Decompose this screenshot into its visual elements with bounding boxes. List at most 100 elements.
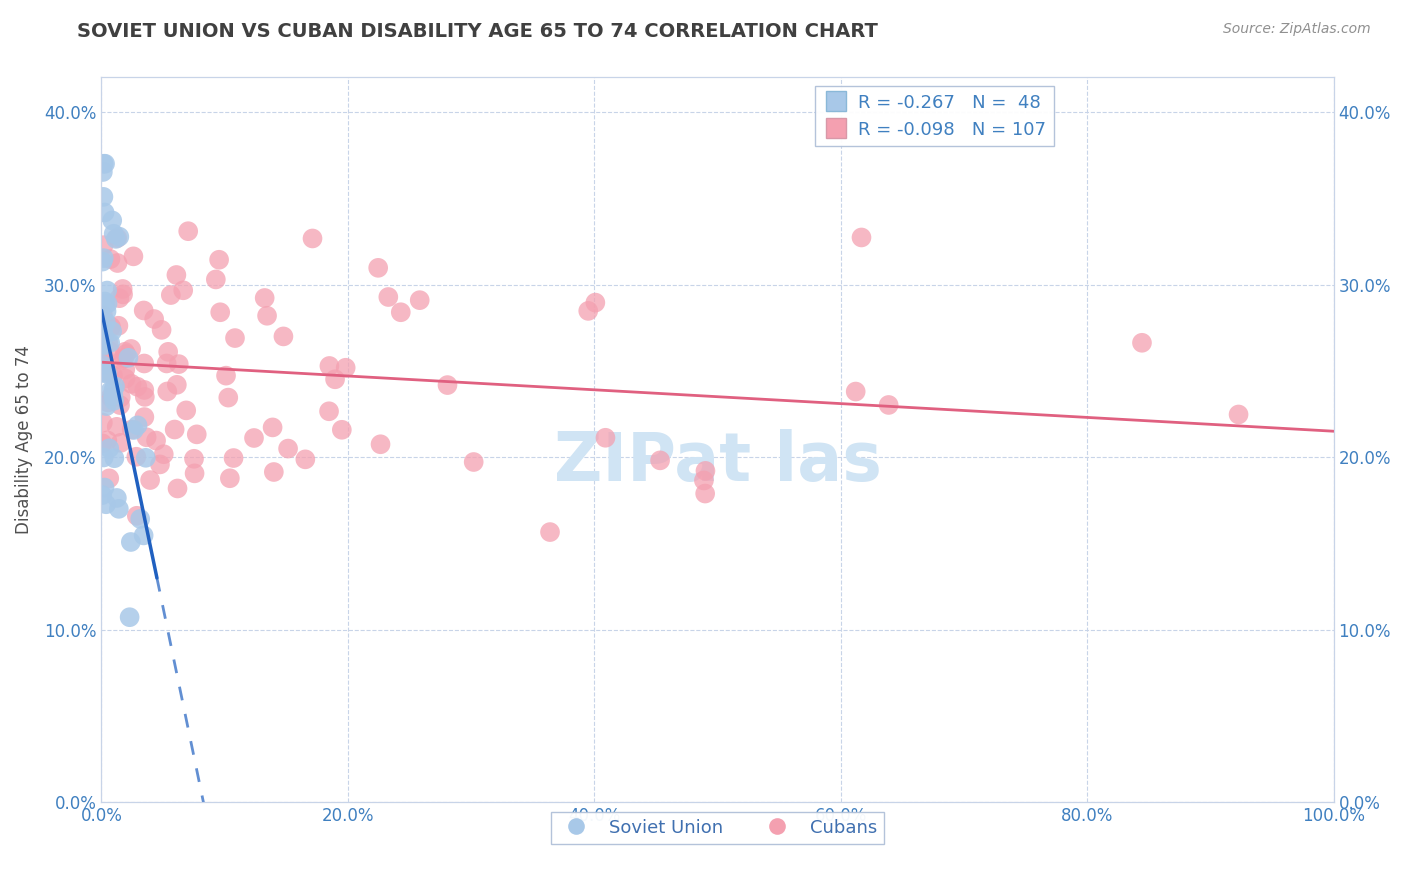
Point — [91, 358, 114, 372]
Point — [122, 423, 145, 437]
Point — [93, 157, 115, 171]
Point — [120, 535, 142, 549]
Point — [262, 420, 284, 434]
Point — [436, 378, 458, 392]
Point — [97, 395, 120, 409]
Point — [111, 352, 134, 367]
Point — [218, 471, 240, 485]
Point — [145, 434, 167, 448]
Point — [143, 312, 166, 326]
Point — [107, 256, 129, 270]
Legend: Soviet Union, Cubans: Soviet Union, Cubans — [551, 812, 884, 844]
Point — [134, 390, 156, 404]
Point — [107, 318, 129, 333]
Point — [323, 372, 346, 386]
Point — [94, 157, 117, 171]
Point — [91, 339, 114, 353]
Point — [134, 410, 156, 425]
Point — [110, 435, 132, 450]
Point — [157, 344, 180, 359]
Point — [101, 368, 124, 383]
Point — [121, 376, 143, 391]
Point — [97, 335, 120, 350]
Point — [91, 416, 114, 430]
Point — [100, 390, 122, 404]
Point — [91, 337, 114, 351]
Point — [139, 473, 162, 487]
Point — [693, 474, 716, 488]
Point — [93, 190, 115, 204]
Point — [100, 319, 122, 334]
Point — [166, 377, 188, 392]
Point — [125, 508, 148, 523]
Point — [108, 501, 131, 516]
Point — [877, 398, 900, 412]
Point — [96, 434, 118, 448]
Point — [93, 238, 115, 252]
Point — [112, 351, 135, 366]
Point — [156, 356, 179, 370]
Point — [94, 294, 117, 309]
Point — [172, 283, 194, 297]
Point — [94, 497, 117, 511]
Point — [253, 291, 276, 305]
Point — [114, 362, 136, 376]
Point — [538, 524, 561, 539]
Point — [93, 329, 115, 343]
Point — [367, 260, 389, 275]
Point — [1227, 408, 1250, 422]
Point — [91, 254, 114, 268]
Point — [120, 342, 142, 356]
Point — [215, 368, 238, 383]
Point — [105, 491, 128, 505]
Point — [595, 431, 617, 445]
Point — [150, 323, 173, 337]
Point — [91, 321, 114, 335]
Point — [463, 455, 485, 469]
Point — [263, 465, 285, 479]
Y-axis label: Disability Age 65 to 74: Disability Age 65 to 74 — [15, 345, 32, 534]
Point — [93, 251, 115, 265]
Point — [94, 315, 117, 329]
Point — [110, 390, 132, 404]
Point — [389, 305, 412, 319]
Point — [134, 357, 156, 371]
Point — [96, 367, 118, 381]
Point — [118, 610, 141, 624]
Point — [96, 296, 118, 310]
Point — [167, 357, 190, 371]
Point — [135, 450, 157, 465]
Point — [318, 359, 340, 373]
Point — [163, 423, 186, 437]
Point — [98, 335, 121, 350]
Point — [98, 442, 121, 456]
Point — [845, 384, 868, 399]
Point — [183, 451, 205, 466]
Point — [149, 458, 172, 472]
Point — [103, 393, 125, 408]
Point — [370, 437, 392, 451]
Point — [112, 287, 135, 301]
Point — [105, 419, 128, 434]
Point — [222, 450, 245, 465]
Point — [695, 486, 717, 500]
Point — [127, 418, 149, 433]
Point — [186, 427, 208, 442]
Point — [93, 348, 115, 362]
Point — [335, 360, 357, 375]
Point — [108, 229, 131, 244]
Point — [132, 528, 155, 542]
Point — [576, 304, 599, 318]
Point — [183, 467, 205, 481]
Point — [851, 230, 873, 244]
Point — [100, 252, 122, 266]
Point — [256, 309, 278, 323]
Point — [174, 403, 197, 417]
Point — [105, 231, 128, 245]
Point — [205, 272, 228, 286]
Point — [114, 371, 136, 385]
Point — [93, 205, 115, 219]
Point — [108, 291, 131, 305]
Point — [318, 404, 340, 418]
Point — [122, 249, 145, 263]
